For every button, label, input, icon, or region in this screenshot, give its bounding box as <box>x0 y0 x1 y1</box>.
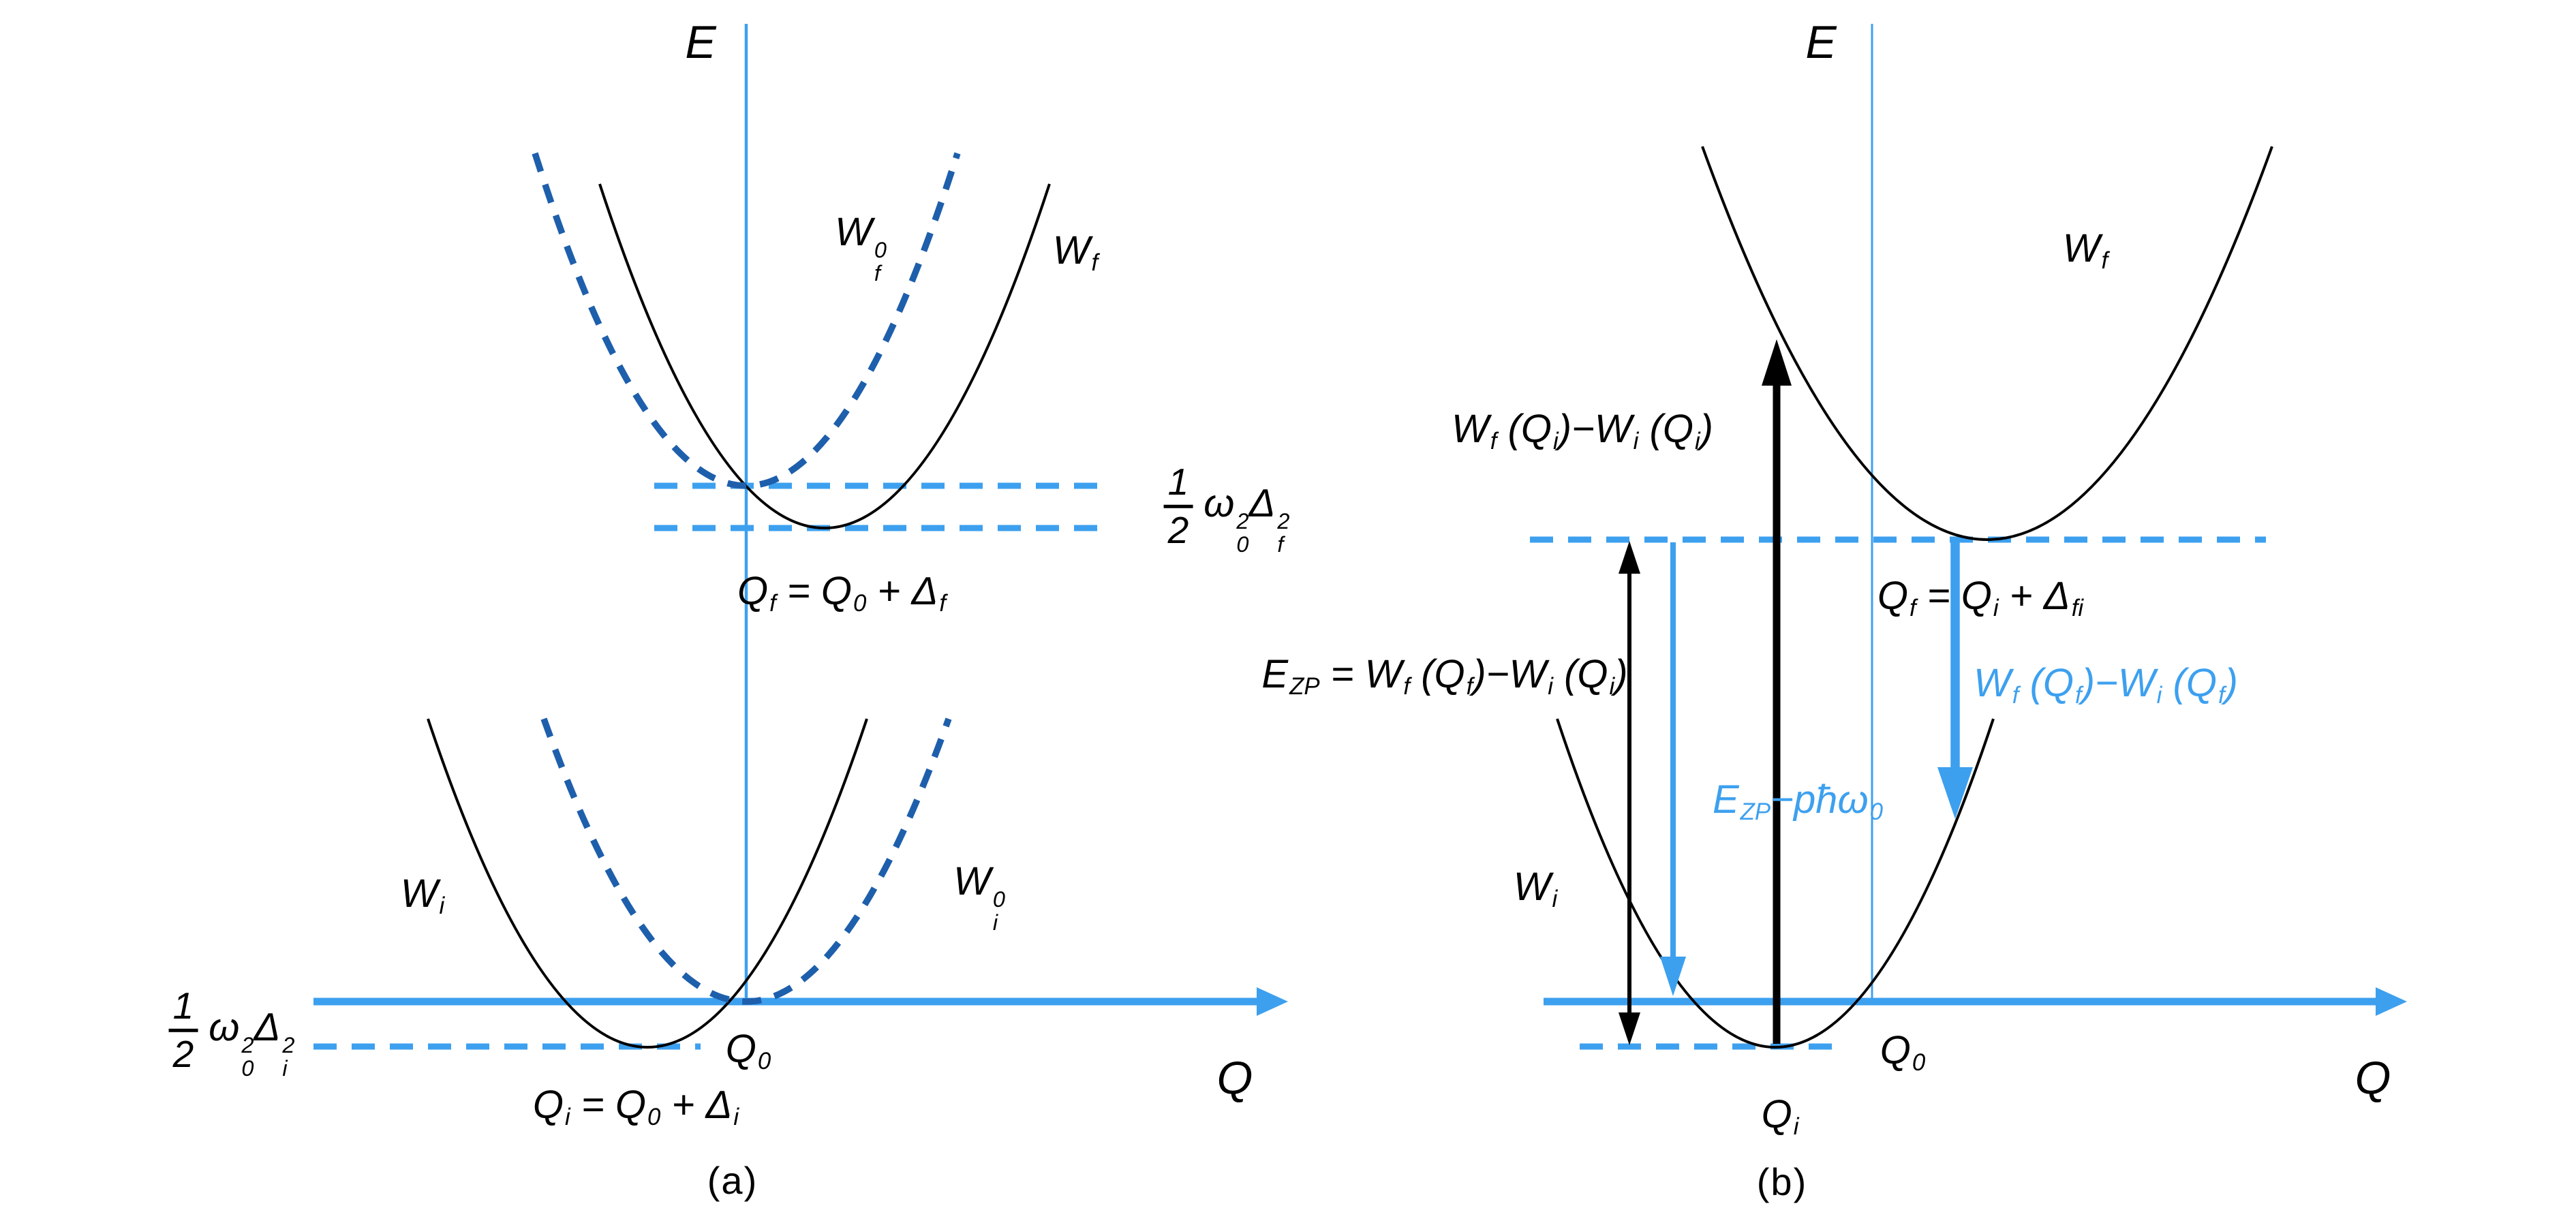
wf-curve-b <box>1701 146 2273 541</box>
wf0-curve-a <box>532 152 961 489</box>
coordinate-axis-label-b: Q <box>2355 1052 2391 1104</box>
zero-phonon-arrowhead-down <box>1619 1012 1640 1045</box>
coordinate-axis-b-arrowhead <box>2376 987 2407 1016</box>
energy-axis-label-a: E <box>685 16 716 68</box>
qf-equation-label-b: Qf = Qi + Δfi <box>1877 574 2084 622</box>
phonon-replica-label: EZP−pħω0 <box>1712 777 1884 826</box>
coordinate-axis-a-arrowhead <box>1257 987 1288 1016</box>
wi-curve-a <box>427 718 868 1049</box>
wf-curve-a <box>598 183 1051 529</box>
wi0-curve-a <box>540 717 952 1005</box>
qf-equation-label-a: Qf = Q0 + Δf <box>737 569 947 617</box>
zero-phonon-energy-label: EZP = Wf (Qf)−Wi (Qi) <box>1261 652 1628 700</box>
wf-curve-label-b: Wf <box>2062 226 2109 275</box>
panel-caption-b: (b) <box>1756 1160 1808 1203</box>
qi-label-b: Qi <box>1761 1092 1799 1141</box>
zero-phonon-arrowhead-up <box>1619 541 1640 574</box>
energy-axis-label-b: E <box>1805 16 1837 68</box>
emission-energy-label: Wf (Qf)−Wi (Qf) <box>1974 661 2238 709</box>
wi-curve-label-b: Wi <box>1513 865 1558 913</box>
q0-label-a: Q0 <box>725 1027 771 1075</box>
wf-curve-label-a: Wf <box>1052 228 1099 277</box>
emission-arrowhead <box>1937 767 1973 819</box>
q0-label-b: Q0 <box>1880 1028 1926 1077</box>
phonon-replica-arrowhead <box>1660 957 1686 996</box>
coordinate-axis-label-a: Q <box>1216 1052 1253 1104</box>
panel-caption-a: (a) <box>707 1159 758 1202</box>
qi-equation-label-a: Qi = Q0 + Δi <box>532 1083 739 1131</box>
absorption-arrowhead <box>1762 339 1792 386</box>
absorption-energy-label: Wf (Qi)−Wi (Qi) <box>1451 407 1714 455</box>
wi-curve-label-a: Wi <box>400 871 445 920</box>
wi-curve-b <box>1556 718 1995 1049</box>
